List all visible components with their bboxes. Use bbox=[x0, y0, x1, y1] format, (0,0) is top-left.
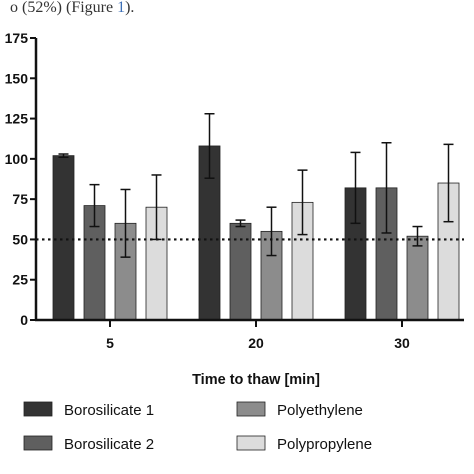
bar bbox=[52, 155, 75, 321]
legend-swatch bbox=[23, 435, 53, 451]
y-tick-label: 75 bbox=[12, 191, 28, 207]
y-tick-label: 100 bbox=[5, 151, 29, 167]
y-tick-label: 50 bbox=[12, 231, 28, 247]
y-tick-label: 175 bbox=[5, 30, 29, 46]
figure-link[interactable]: 1 bbox=[117, 0, 125, 16]
y-tick-label: 125 bbox=[5, 111, 29, 127]
bar bbox=[406, 235, 429, 321]
legend: Borosilicate 1 Borosilicate 2 Polyethylene… bbox=[23, 401, 372, 453]
y-tick-label: 150 bbox=[5, 70, 29, 86]
legend-label: Polypropylene bbox=[277, 436, 372, 453]
caption-after: ). bbox=[125, 0, 134, 16]
x-axis-label: Time to thaw [min] bbox=[192, 372, 320, 388]
x-tick-label: 30 bbox=[394, 335, 410, 351]
caption-before: o (52%) (Figure bbox=[10, 0, 117, 16]
legend-label: Borosilicate 1 bbox=[64, 402, 154, 419]
legend-label: Polyethylene bbox=[277, 402, 363, 419]
plot-area: 0 25 50 75 100 125 150 175 5 20 30 bbox=[5, 30, 464, 351]
y-tick-label: 25 bbox=[12, 272, 28, 288]
legend-swatch bbox=[236, 401, 266, 417]
bar bbox=[229, 222, 252, 321]
legend-swatch bbox=[23, 401, 53, 417]
legend-label: Borosilicate 2 bbox=[64, 436, 154, 453]
caption-text: o (52%) (Figure 1). bbox=[10, 0, 134, 16]
x-tick-label: 20 bbox=[248, 335, 264, 351]
x-tick-label: 5 bbox=[106, 335, 114, 351]
y-tick-label: 0 bbox=[20, 312, 28, 328]
legend-swatch bbox=[236, 435, 266, 451]
